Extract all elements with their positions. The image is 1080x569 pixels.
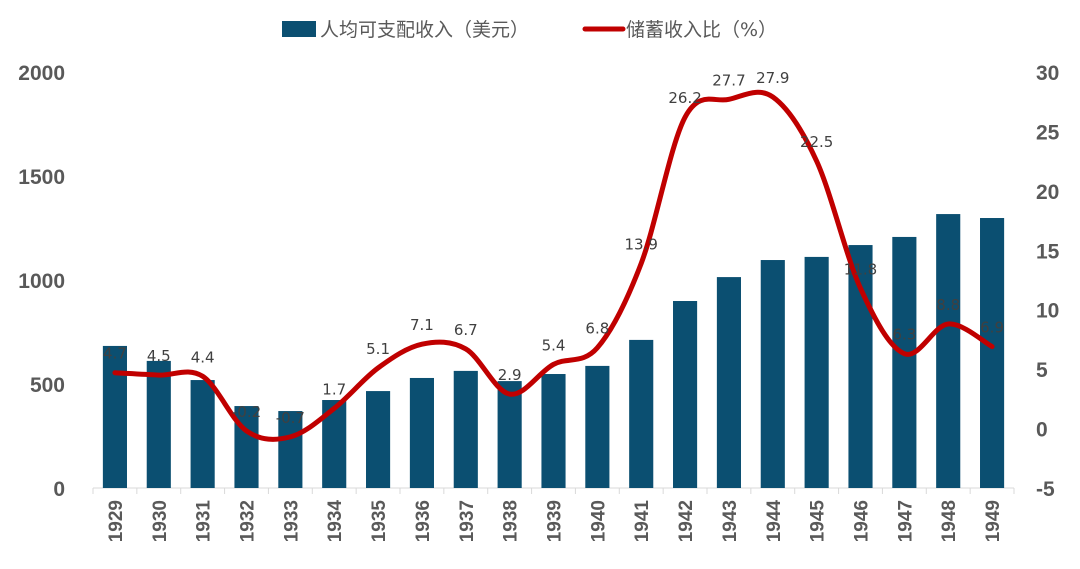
y-right-tick-label: 15 xyxy=(1036,240,1060,263)
data-labels: 4.7 4.5 4.4 -0.2 -0.7 1.7 5.1 7.1 6.7 2.9 5.4 6.8 13… xyxy=(103,69,1004,427)
x-tick-label: 1930 xyxy=(150,500,171,542)
bar-1945 xyxy=(804,256,829,488)
x-tick-label: 1949 xyxy=(983,500,1004,542)
data-label-1930: 4.5 xyxy=(147,347,171,365)
data-label-1941: 13.9 xyxy=(625,235,658,253)
bar-1942 xyxy=(673,301,698,488)
legend-label-bar: 人均可支配收入（美元） xyxy=(320,19,529,41)
bar-1948 xyxy=(936,214,961,488)
x-tick-label: 1948 xyxy=(939,500,960,542)
x-tick-label: 1942 xyxy=(676,500,697,542)
bar-1937 xyxy=(453,370,478,488)
legend-label-line: 储蓄收入比（%） xyxy=(626,19,777,41)
bar-1930 xyxy=(146,360,171,488)
y-right-tick-label: 30 xyxy=(1036,62,1059,85)
x-tick-label: 1943 xyxy=(720,500,741,542)
x-tick-label: 1936 xyxy=(413,500,434,542)
bar-1940 xyxy=(585,365,610,488)
data-label-1931: 4.4 xyxy=(191,348,215,366)
bar-1941 xyxy=(629,339,654,488)
bar-1944 xyxy=(760,260,785,488)
x-tick-label: 1935 xyxy=(369,500,390,543)
data-label-1945: 22.5 xyxy=(800,133,833,151)
x-tick-label: 1941 xyxy=(632,500,653,543)
data-label-1949: 6.9 xyxy=(980,319,1004,337)
y-right-tick-label: 20 xyxy=(1036,181,1059,204)
bar-1935 xyxy=(366,391,391,488)
x-tick-label: 1934 xyxy=(325,500,346,543)
bar-1947 xyxy=(892,236,917,488)
x-tick-label: 1939 xyxy=(545,500,566,542)
y-left-tick-label: 1500 xyxy=(18,166,65,189)
bar-1946 xyxy=(848,245,873,488)
data-label-1933: -0.7 xyxy=(276,409,305,427)
y-left-tick-label: 0 xyxy=(53,478,65,501)
bars xyxy=(102,214,1005,489)
bar-1931 xyxy=(190,380,215,488)
bar-1933 xyxy=(278,411,303,488)
data-label-1936: 7.1 xyxy=(410,316,434,334)
data-label-1946: 11.8 xyxy=(844,260,877,278)
legend: 人均可支配收入（美元） 储蓄收入比（%） xyxy=(282,19,777,41)
x-tick-label: 1931 xyxy=(194,500,215,543)
y-right-tick-label: 0 xyxy=(1036,419,1048,442)
data-label-1934: 1.7 xyxy=(322,380,346,398)
legend-swatch-bar xyxy=(282,21,316,37)
bar-1936 xyxy=(409,377,434,488)
data-label-1937: 6.7 xyxy=(454,321,478,339)
x-tick-label: 1945 xyxy=(808,500,829,543)
y-right-tick-label: -5 xyxy=(1036,478,1055,501)
data-label-1947: 6.3 xyxy=(892,326,916,344)
x-tick-label: 1929 xyxy=(106,500,127,542)
bar-1938 xyxy=(497,381,522,488)
y-right-tick-label: 25 xyxy=(1036,121,1060,144)
x-tick-label: 1933 xyxy=(281,500,302,542)
data-label-1929: 4.7 xyxy=(103,345,127,363)
data-label-1935: 5.1 xyxy=(366,340,390,358)
data-label-1944: 27.9 xyxy=(756,69,789,87)
x-tick-label: 1947 xyxy=(895,500,916,542)
y-left-tick-label: 500 xyxy=(30,374,65,397)
bar-1943 xyxy=(716,277,741,488)
x-tick-label: 1940 xyxy=(588,500,609,542)
data-label-1932: -0.2 xyxy=(232,403,261,421)
axes: 1929 1930 1931 1932 1933 1934 1935 1936 1937 1938… xyxy=(18,62,1059,542)
x-tick-label: 1938 xyxy=(501,500,522,542)
savings-ratio-line xyxy=(112,89,995,442)
y-left-tick-label: 1000 xyxy=(18,270,65,293)
y-left-tick-label: 2000 xyxy=(18,62,65,85)
y-right-tick-label: 10 xyxy=(1036,300,1059,323)
data-label-1948: 8.8 xyxy=(936,296,960,314)
bar-1929 xyxy=(102,345,127,488)
y-right-tick-label: 5 xyxy=(1036,359,1048,382)
data-label-1939: 5.4 xyxy=(542,336,566,354)
line-series xyxy=(112,89,995,442)
data-label-1938: 2.9 xyxy=(498,366,522,384)
data-label-1940: 6.8 xyxy=(585,320,609,338)
data-label-1942: 26.2 xyxy=(668,89,701,107)
data-label-1943: 27.7 xyxy=(712,71,745,89)
x-tick-label: 1946 xyxy=(852,500,873,542)
x-tick-label: 1937 xyxy=(457,500,478,542)
bar-1939 xyxy=(541,374,566,488)
x-tick-label: 1944 xyxy=(764,500,785,543)
bar-1949 xyxy=(980,218,1005,489)
x-tick-label: 1932 xyxy=(238,500,259,542)
